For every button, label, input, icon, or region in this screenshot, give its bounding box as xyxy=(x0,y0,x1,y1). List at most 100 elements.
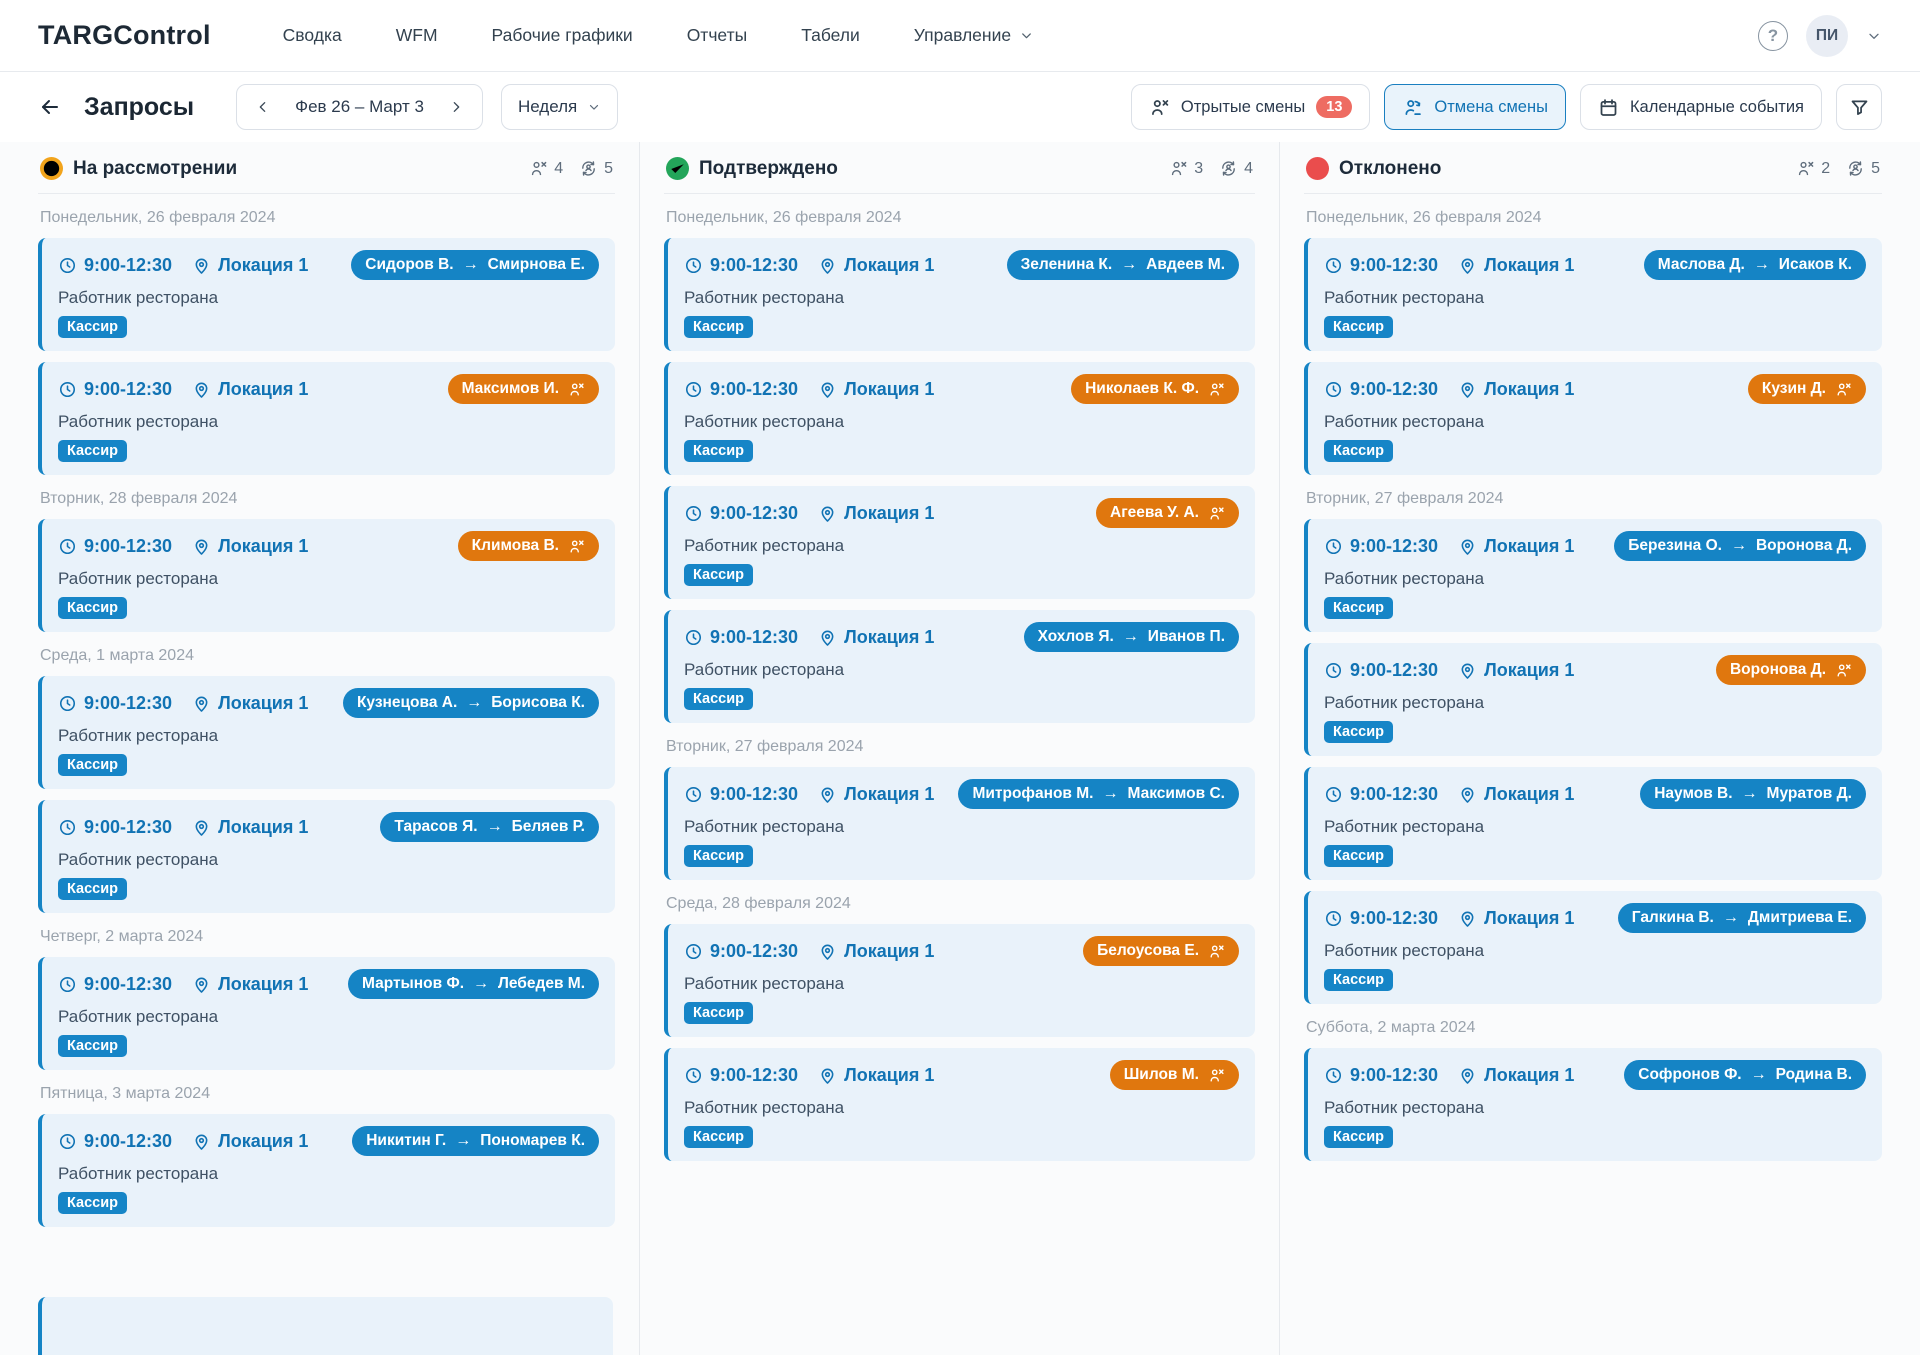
calendar-events-button[interactable]: Календарные события xyxy=(1579,84,1822,130)
request-card[interactable]: 9:00-12:30 Локация 1 Митрофанов М. → Максимо… xyxy=(664,767,1255,880)
request-card[interactable]: 9:00-12:30 Локация 1 Мартынов Ф. → Лебедев М… xyxy=(38,957,615,1070)
toolbar-actions: Отрытые смены 13 Отмена смены Календарны… xyxy=(1130,84,1882,130)
request-card[interactable]: 9:00-12:30 Локация 1 Кузнецова А. → Борисова… xyxy=(38,676,615,789)
app-logo[interactable]: TARGControl xyxy=(38,20,211,50)
back-button[interactable] xyxy=(38,95,62,119)
shift-time-group: 9:00-12:30 xyxy=(1324,660,1438,681)
swap-to-name: Максимов С. xyxy=(1127,785,1226,802)
role-tag: Кассир xyxy=(1324,316,1393,338)
shift-swap-badge[interactable]: Мартынов Ф. → Лебедев М. xyxy=(347,969,599,999)
shift-time-group: 9:00-12:30 xyxy=(684,379,798,400)
period-select[interactable]: Неделя xyxy=(500,84,619,130)
request-card[interactable]: 9:00-12:30 Локация 1 Зеленина К. → Авдеев М.… xyxy=(664,238,1255,351)
chevron-down-icon[interactable] xyxy=(1866,28,1882,44)
role-tag: Кассир xyxy=(1324,969,1393,991)
shift-swap-badge[interactable]: Тарасов Я. → Беляев Р. xyxy=(380,812,599,842)
request-card[interactable]: 9:00-12:30 Локация 1 Максимов И. Работник р… xyxy=(38,362,615,475)
open-shift-badge[interactable]: Максимов И. xyxy=(447,374,599,404)
open-shift-badge[interactable]: Климова В. xyxy=(457,531,599,561)
request-card[interactable]: 9:00-12:30 Локация 1 Кузин Д. Работник рест… xyxy=(1304,362,1882,475)
shift-time-group: 9:00-12:30 xyxy=(1324,536,1438,557)
shift-swap-badge[interactable]: Никитин Г. → Пономарев К. xyxy=(352,1126,599,1156)
shift-time-group: 9:00-12:30 xyxy=(1324,379,1438,400)
shift-location-group: Локация 1 xyxy=(192,379,308,400)
shift-location: Локация 1 xyxy=(844,502,935,523)
shift-location-group: Локация 1 xyxy=(1458,255,1574,276)
cancel-shift-tab[interactable]: Отмена смены xyxy=(1384,84,1566,130)
nav-item-5[interactable]: Управление xyxy=(914,25,1034,46)
shift-swap-badge[interactable]: Сидоров В. → Смирнова Е. xyxy=(351,250,599,280)
open-shift-name: Воронова Д. xyxy=(1729,661,1826,678)
request-card[interactable]: 9:00-12:30 Локация 1 Тарасов Я. → Беляев Р. Р… xyxy=(38,800,615,913)
top-navigation-bar: TARGControl Сводка WFM Рабочие графики Отче… xyxy=(0,0,1920,72)
shift-swap-badge[interactable]: Митрофанов М. → Максимов С. xyxy=(958,779,1239,809)
request-card[interactable]: 9:00-12:30 Локация 1 Сидоров В. → Смирнова Е… xyxy=(38,238,615,351)
request-card[interactable]: 9:00-12:30 Локация 1 Николаев К. Ф. Работни… xyxy=(664,362,1255,475)
arrow-right-icon: → xyxy=(1122,628,1139,645)
shift-swap-badge[interactable]: Хохлов Я. → Иванов П. xyxy=(1023,622,1239,652)
request-card[interactable]: 9:00-12:30 Локация 1 Софронов Ф. → Родина В.… xyxy=(1304,1048,1882,1161)
request-card[interactable]: 9:00-12:30 Локация 1 Климова В. Работник ре… xyxy=(38,519,615,632)
arrow-right-icon: → xyxy=(462,256,479,273)
next-week-button[interactable] xyxy=(448,99,464,115)
position-label: Работник ресторана xyxy=(684,412,845,431)
shift-location-group: Локация 1 xyxy=(1458,660,1574,681)
request-card[interactable]: 9:00-12:30 Локация 1 Наумов В. → Муратов Д. Р… xyxy=(1304,767,1882,880)
shift-swap-badge[interactable]: Березина О. → Воронова Д. xyxy=(1614,531,1866,561)
position-label: Работник ресторана xyxy=(58,1007,219,1026)
open-shift-badge[interactable]: Агеева У. А. xyxy=(1096,498,1239,528)
shift-location-group: Локация 1 xyxy=(818,379,934,400)
nav-item-4[interactable]: Табели xyxy=(801,25,860,46)
nav-item-2[interactable]: Рабочие графики xyxy=(492,25,633,46)
shift-location: Локация 1 xyxy=(1484,783,1575,804)
open-shifts-button[interactable]: Отрытые смены 13 xyxy=(1130,84,1371,130)
request-card[interactable]: 9:00-12:30 Локация 1 Березина О. → Воронова … xyxy=(1304,519,1882,632)
arrow-right-icon: → xyxy=(1750,1066,1767,1083)
date-header: Среда, 28 февраля 2024 xyxy=(666,895,851,912)
shift-swap-badge[interactable]: Галкина В. → Дмитриева Е. xyxy=(1617,903,1866,933)
open-shift-badge[interactable]: Николаев К. Ф. xyxy=(1071,374,1239,404)
location-pin-icon xyxy=(192,818,211,837)
shift-swap-badge[interactable]: Маслова Д. → Исаков К. xyxy=(1643,250,1866,280)
role-tag: Кассир xyxy=(684,564,753,586)
open-shift-badge[interactable]: Кузин Д. xyxy=(1747,374,1866,404)
open-shift-badge[interactable]: Белоусова Е. xyxy=(1083,936,1239,966)
date-header: Пятница, 3 марта 2024 xyxy=(40,1085,211,1102)
swap-to-name: Авдеев М. xyxy=(1146,256,1225,273)
shift-time-group: 9:00-12:30 xyxy=(684,941,798,962)
open-shift-badge[interactable]: Воронова Д. xyxy=(1715,655,1866,685)
shift-swap-badge[interactable]: Софронов Ф. → Родина В. xyxy=(1624,1060,1866,1090)
shift-swap-badge[interactable]: Зеленина К. → Авдеев М. xyxy=(1006,250,1239,280)
person-x-icon xyxy=(568,538,585,555)
request-card[interactable]: 9:00-12:30 Локация 1 Галкина В. → Дмитриева … xyxy=(1304,891,1882,1004)
help-icon[interactable]: ? xyxy=(1758,20,1788,51)
request-card[interactable]: 9:00-12:30 Локация 1 Воронова Д. Работник р… xyxy=(1304,643,1882,756)
clock-icon xyxy=(684,380,703,399)
avatar[interactable]: ПИ xyxy=(1806,14,1848,57)
request-card[interactable]: 9:00-12:30 Локация 1 Шилов М. Работник рест… xyxy=(664,1048,1255,1161)
request-card[interactable]: 9:00-12:30 Локация 1 Белоусова Е. Работник … xyxy=(664,924,1255,1037)
position-label: Работник ресторана xyxy=(684,974,845,993)
shift-swap-badge[interactable]: Кузнецова А. → Борисова К. xyxy=(342,688,599,718)
request-card[interactable]: 9:00-12:30 Локация 1 Хохлов Я. → Иванов П. Ра… xyxy=(664,610,1255,723)
prev-week-button[interactable] xyxy=(255,99,271,115)
shift-time: 9:00-12:30 xyxy=(710,1064,799,1085)
person-swap-circle-icon xyxy=(1219,159,1238,178)
position-label: Работник ресторана xyxy=(58,569,219,588)
filter-button[interactable] xyxy=(1836,84,1882,130)
request-card[interactable]: 9:00-12:30 Локация 1 Маслова Д. → Исаков К. Р… xyxy=(1304,238,1882,351)
request-card[interactable]: 9:00-12:30 Локация 1 Агеева У. А. Работник … xyxy=(664,486,1255,599)
open-shift-badge[interactable]: Шилов М. xyxy=(1109,1060,1239,1090)
nav-item-1[interactable]: WFM xyxy=(396,25,438,46)
clock-icon xyxy=(684,1066,703,1085)
shift-time: 9:00-12:30 xyxy=(710,783,799,804)
location-pin-icon xyxy=(1458,909,1477,928)
card-top-row: 9:00-12:30 Локация 1 Маслова Д. → Исаков К. xyxy=(1324,250,1866,280)
shift-location: Локация 1 xyxy=(218,535,309,556)
nav-item-0[interactable]: Сводка xyxy=(283,25,342,46)
position-label: Работник ресторана xyxy=(684,817,845,836)
request-card[interactable]: 9:00-12:30 Локация 1 Никитин Г. → Пономарев … xyxy=(38,1114,615,1227)
shift-location: Локация 1 xyxy=(1484,254,1575,275)
shift-swap-badge[interactable]: Наумов В. → Муратов Д. xyxy=(1640,779,1866,809)
nav-item-3[interactable]: Отчеты xyxy=(687,25,748,46)
